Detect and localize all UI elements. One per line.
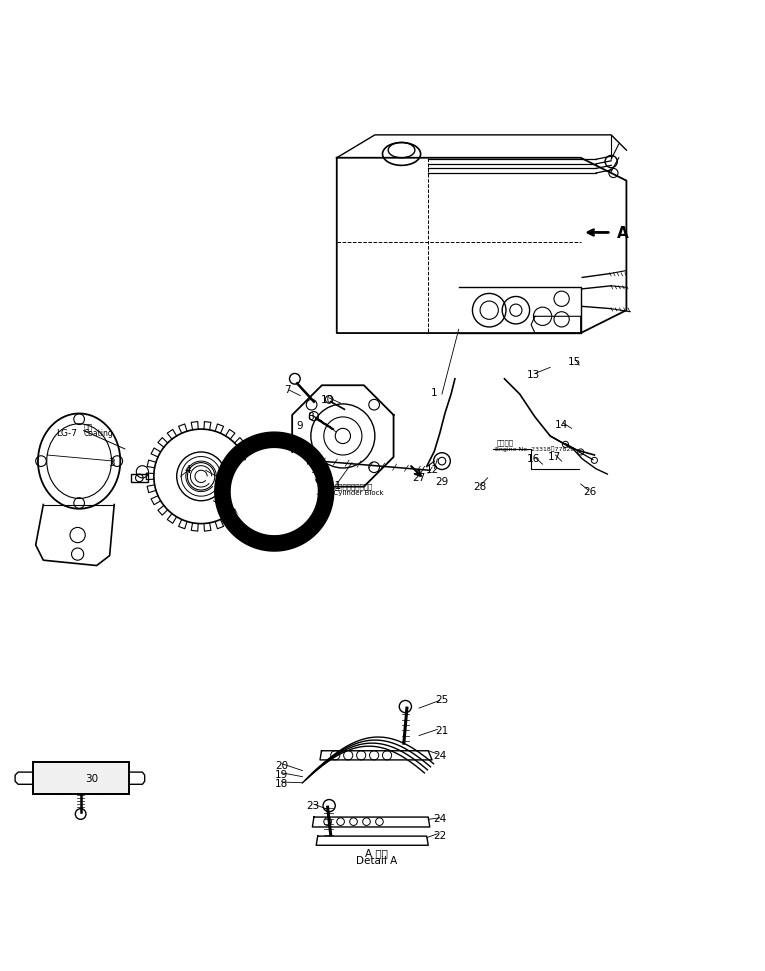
Text: 8: 8 [307, 412, 314, 422]
Text: 30: 30 [85, 774, 98, 784]
Text: 5: 5 [318, 488, 325, 498]
Text: 28: 28 [474, 482, 487, 492]
Text: 26: 26 [583, 486, 597, 496]
Text: 4: 4 [185, 465, 191, 475]
Text: 13: 13 [527, 370, 540, 380]
Text: 22: 22 [433, 831, 446, 841]
Text: 適用号機: 適用号機 [496, 440, 514, 446]
Text: To Cylinder Block: To Cylinder Block [324, 490, 383, 496]
Circle shape [438, 457, 446, 465]
Text: 17: 17 [548, 452, 561, 461]
Bar [34, 762, 129, 794]
Bar [131, 474, 148, 482]
Text: シリンダブロックへ: シリンダブロックへ [334, 484, 373, 490]
Text: 12: 12 [425, 465, 438, 475]
Text: 16: 16 [527, 453, 540, 464]
Text: 2: 2 [217, 479, 224, 489]
Text: 15: 15 [568, 357, 581, 367]
Text: 25: 25 [435, 695, 448, 706]
Text: 20: 20 [275, 761, 288, 771]
Text: 24: 24 [433, 752, 446, 761]
Text: 9: 9 [297, 421, 304, 431]
Text: A 詳細: A 詳細 [365, 848, 388, 858]
Text: 21: 21 [435, 726, 448, 736]
Text: LG-7: LG-7 [57, 429, 77, 438]
Text: 19: 19 [275, 770, 288, 780]
Text: 塗布: 塗布 [83, 423, 93, 433]
Text: 24: 24 [433, 815, 446, 824]
Text: 10: 10 [321, 395, 334, 405]
Text: 23: 23 [306, 801, 319, 811]
Text: Engine No. 23318〜77820: Engine No. 23318〜77820 [495, 446, 575, 452]
Text: 18: 18 [275, 780, 288, 789]
Text: Detail A: Detail A [356, 855, 397, 865]
Circle shape [335, 428, 350, 444]
Text: 6: 6 [220, 505, 227, 515]
Polygon shape [215, 432, 334, 552]
Text: 7: 7 [284, 385, 291, 395]
Bar [34, 762, 129, 794]
Text: Coating: Coating [83, 429, 113, 438]
Text: A: A [617, 226, 629, 242]
Text: 14: 14 [555, 419, 568, 429]
Circle shape [233, 450, 316, 533]
Text: 3: 3 [109, 457, 116, 468]
Text: 11: 11 [329, 481, 342, 490]
Text: 29: 29 [435, 477, 448, 486]
Text: 1: 1 [431, 387, 438, 397]
Text: 27: 27 [412, 473, 425, 483]
